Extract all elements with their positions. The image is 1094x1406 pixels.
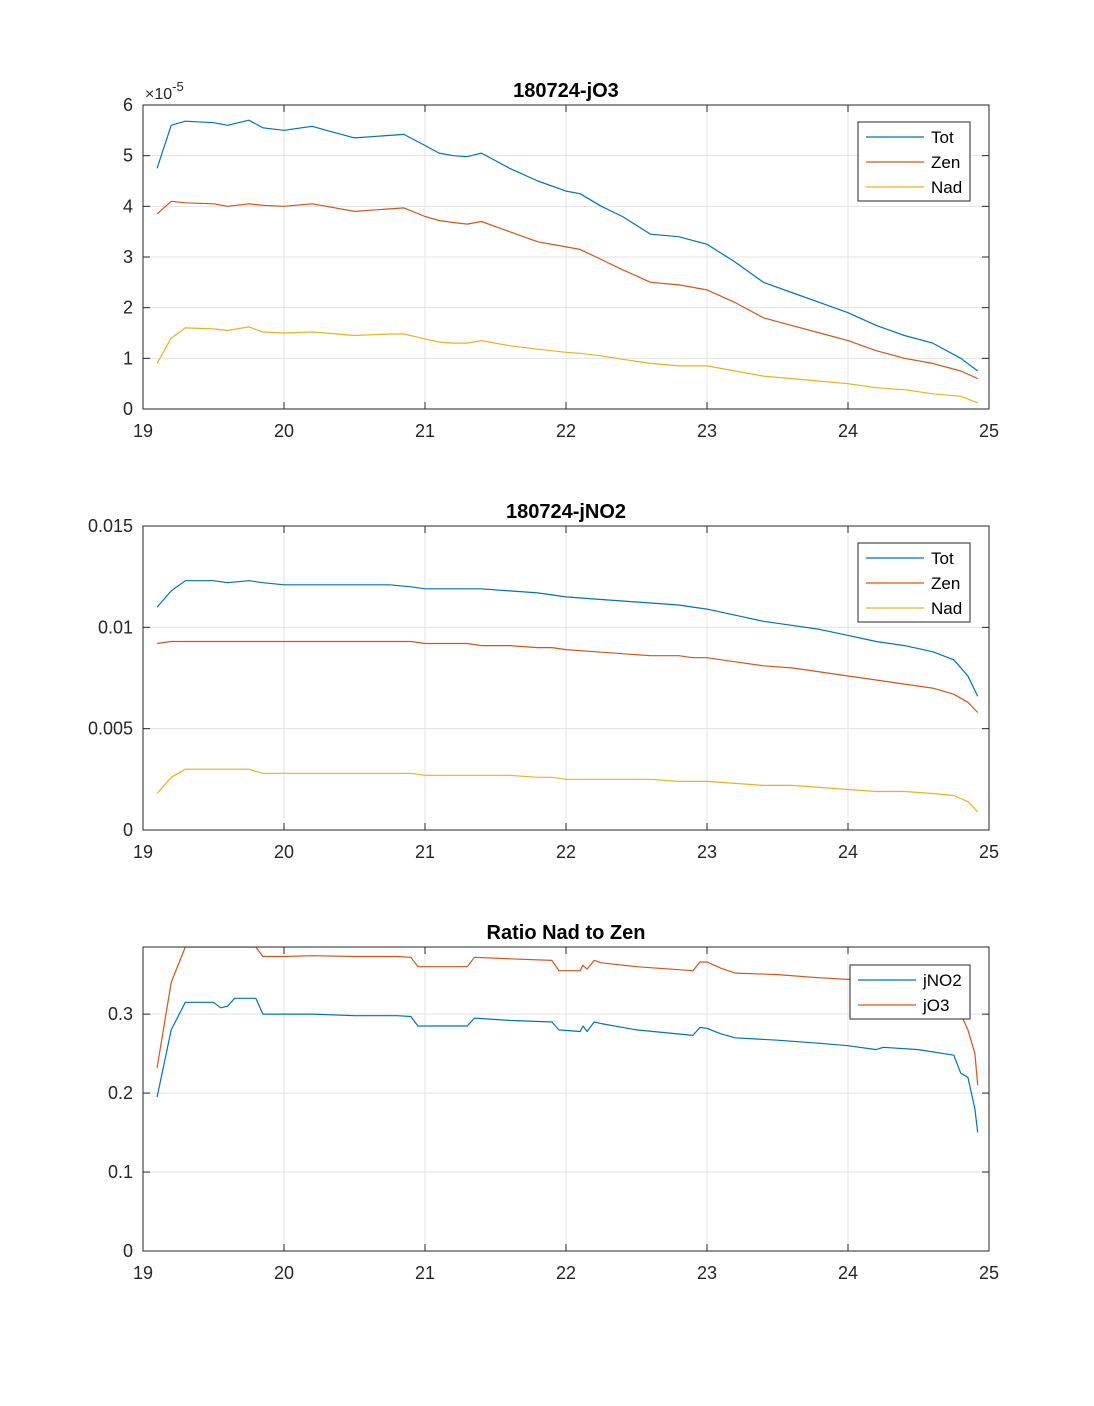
series-line-Tot <box>156 580 979 697</box>
x-tick-label: 22 <box>556 1263 576 1283</box>
x-tick-label: 19 <box>133 842 153 862</box>
x-tick-label: 25 <box>979 421 999 441</box>
series-line-Nad <box>156 768 979 813</box>
grid <box>143 526 989 830</box>
y-tick-label: 0 <box>123 399 133 419</box>
y-tick-label: 6 <box>123 95 133 115</box>
series-line-Tot <box>156 119 979 372</box>
axes-frame <box>142 525 990 831</box>
y-tick-label: 1 <box>123 348 133 368</box>
axes-frame <box>142 946 990 1252</box>
legend-label: jNO2 <box>922 971 962 990</box>
y-tick-label: 0.1 <box>108 1162 133 1182</box>
y-tick-label: 2 <box>123 298 133 318</box>
x-tick-label: 21 <box>415 842 435 862</box>
y-exponent-label: ×10-5 <box>145 79 184 103</box>
chart-title: 180724-jO3 <box>513 80 619 102</box>
x-tick-label: 24 <box>838 421 858 441</box>
y-tick-label: 0.3 <box>108 1004 133 1024</box>
x-tick-label: 19 <box>133 421 153 441</box>
y-tick-label: 0 <box>123 820 133 840</box>
series-line-Nad <box>156 326 978 404</box>
legend: Tot Zen Nad <box>857 542 971 623</box>
x-tick-label: 25 <box>979 842 999 862</box>
chart-2: 19 20 21 22 23 24 25 0 0.1 0.2 0.3 Ratio Nad to Zen… <box>108 922 999 1283</box>
legend-label: Nad <box>931 599 962 618</box>
legend-label: Zen <box>931 153 960 172</box>
legend-box <box>849 964 971 1020</box>
y-tick-label: 0.015 <box>88 516 133 536</box>
x-tick-label: 20 <box>274 1263 294 1283</box>
chart-title: Ratio Nad to Zen <box>487 922 646 944</box>
x-tick-label: 23 <box>697 1263 717 1283</box>
y-tick-label: 5 <box>123 146 133 166</box>
x-tick-label: 23 <box>697 842 717 862</box>
x-tick-label: 24 <box>838 842 858 862</box>
legend-label: Zen <box>931 574 960 593</box>
x-tick-label: 21 <box>415 1263 435 1283</box>
series-lines <box>156 580 979 813</box>
x-tick-label: 20 <box>274 421 294 441</box>
x-tick-label: 19 <box>133 1263 153 1283</box>
legend: jNO2 jO3 <box>849 964 971 1020</box>
legend-label: Nad <box>931 178 962 197</box>
y-tick-label: 0.2 <box>108 1083 133 1103</box>
series-line-jNO2 <box>156 997 979 1133</box>
x-tick-label: 25 <box>979 1263 999 1283</box>
x-tick-label: 24 <box>838 1263 858 1283</box>
x-tick-label: 21 <box>415 421 435 441</box>
y-tick-label: 0.005 <box>88 719 133 739</box>
y-tick-label: 0 <box>123 1241 133 1261</box>
y-tick-label: 0.01 <box>98 617 133 637</box>
series-line-Zen <box>156 200 978 380</box>
legend-label: Tot <box>931 128 954 147</box>
x-tick-label: 22 <box>556 842 576 862</box>
chart-title: 180724-jNO2 <box>506 501 626 523</box>
x-tick-label: 22 <box>556 421 576 441</box>
axes-frame <box>142 104 990 410</box>
x-tick-label: 20 <box>274 842 294 862</box>
legend-label: Tot <box>931 549 954 568</box>
y-tick-label: 4 <box>123 196 133 216</box>
legend: Tot Zen Nad <box>857 121 971 202</box>
y-tick-label: 3 <box>123 247 133 267</box>
series-line-Zen <box>157 640 979 713</box>
x-tick-label: 23 <box>697 421 717 441</box>
chart-1: 19 20 21 22 23 24 25 0 0.005 0.01 0.015 180724-jNO2… <box>88 501 999 862</box>
legend-label: jO3 <box>922 996 949 1015</box>
series-lines <box>156 119 979 404</box>
